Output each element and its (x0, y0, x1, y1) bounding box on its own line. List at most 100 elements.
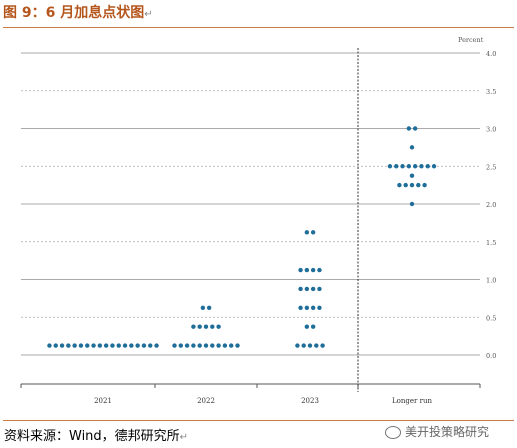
dot-marker (197, 324, 202, 329)
dot-marker (387, 164, 393, 169)
dot-marker (298, 305, 303, 311)
dot-marker (135, 343, 140, 348)
watermark: 美开投策略研究 (385, 423, 489, 440)
dot-marker (229, 343, 234, 348)
figure-title: 图 9：6 月加息点状图↵ (3, 2, 153, 24)
dot-marker (191, 324, 196, 329)
y-tick-label: 3.5 (486, 88, 496, 96)
dot-marker (304, 305, 310, 311)
dot-marker (304, 324, 310, 329)
dot-marker (416, 182, 421, 188)
dot-marker (310, 286, 316, 292)
dot-marker (129, 343, 134, 348)
dot-marker (172, 343, 177, 348)
dot-marker (431, 164, 437, 169)
dot-marker (216, 324, 221, 329)
dot-marker (66, 343, 71, 348)
dot-marker (314, 343, 319, 348)
dot-marker (200, 305, 206, 311)
dot-marker (310, 230, 316, 235)
dot-marker (304, 267, 310, 273)
dot-marker (304, 230, 310, 235)
dot-marker (110, 343, 115, 348)
dot-marker (206, 305, 212, 311)
dot-marker (47, 343, 52, 348)
dot-marker (203, 343, 209, 348)
dot-marker (403, 182, 408, 188)
dot-marker (210, 324, 215, 329)
dot-marker (298, 267, 303, 273)
return-mark-icon: ↵ (144, 9, 153, 20)
dot-marker (197, 343, 202, 348)
dot-marker (295, 343, 300, 348)
dot-marker (400, 164, 405, 169)
dot-marker (154, 343, 159, 348)
y-tick-label: 1.0 (486, 277, 496, 285)
figure-title-text: 图 9：6 月加息点状图 (3, 5, 145, 21)
dot-marker (235, 343, 240, 348)
x-tick-label: 2023 (301, 397, 319, 405)
x-tick-label: 2022 (197, 397, 215, 405)
dot-marker (317, 286, 322, 292)
dot-marker (304, 286, 310, 292)
dot-marker (103, 343, 109, 348)
dot-marker (178, 343, 183, 348)
y-tick-label: 3.0 (486, 126, 496, 134)
dot-marker (116, 343, 121, 348)
dot-marker (397, 182, 402, 188)
dot-marker (97, 343, 103, 348)
x-tick-label: Longer run (392, 397, 432, 405)
dot-marker (184, 343, 190, 348)
dot-marker (191, 343, 196, 348)
dot-marker (412, 164, 418, 169)
dot-marker (406, 164, 412, 169)
dot-marker (222, 343, 228, 348)
dot-marker (409, 145, 415, 150)
dot-marker (310, 324, 316, 329)
return-mark-icon: ↵ (179, 432, 189, 443)
dot-marker (301, 343, 306, 348)
dot-marker (53, 343, 58, 348)
y-tick-label: 0.0 (486, 352, 496, 360)
dot-marker (310, 305, 316, 311)
dot-marker (320, 343, 325, 348)
dot-marker (422, 182, 427, 188)
dot-marker (298, 286, 303, 292)
y-tick-label: 2.5 (486, 163, 496, 171)
source-text: 资料来源：Wind，德邦研究所 (4, 429, 180, 444)
y-tick-label: 4.0 (486, 50, 496, 58)
dot-marker (394, 164, 399, 169)
dot-marker (203, 324, 209, 329)
dot-marker (425, 164, 430, 169)
dot-marker (91, 343, 96, 348)
dot-marker (141, 343, 147, 348)
dot-marker (310, 267, 316, 273)
dot-marker (85, 343, 90, 348)
y-tick-label: 0.5 (486, 314, 496, 322)
dot-marker (406, 126, 412, 131)
dot-marker (216, 343, 221, 348)
dot-marker (409, 182, 415, 188)
source-note: 资料来源：Wind，德邦研究所↵ (4, 425, 188, 444)
y-tick-label: 1.5 (486, 239, 496, 247)
dot-marker (72, 343, 77, 348)
dot-marker (122, 343, 128, 348)
y-tick-label: 2.0 (486, 201, 496, 209)
dot-marker (148, 343, 153, 348)
dot-marker (409, 201, 415, 207)
title-rule (3, 27, 514, 28)
dot-marker (409, 173, 415, 178)
dot-marker (419, 164, 424, 169)
dot-marker (210, 343, 215, 348)
dot-marker (59, 343, 65, 348)
dot-marker (412, 126, 418, 131)
x-tick-label: 2021 (94, 397, 112, 405)
y-axis-label: Percent (458, 36, 484, 44)
dot-marker (78, 343, 84, 348)
source-rule (3, 420, 514, 421)
dot-marker (317, 267, 322, 273)
dot-marker (317, 305, 322, 311)
dot-marker (307, 343, 313, 348)
wechat-icon (385, 426, 401, 439)
